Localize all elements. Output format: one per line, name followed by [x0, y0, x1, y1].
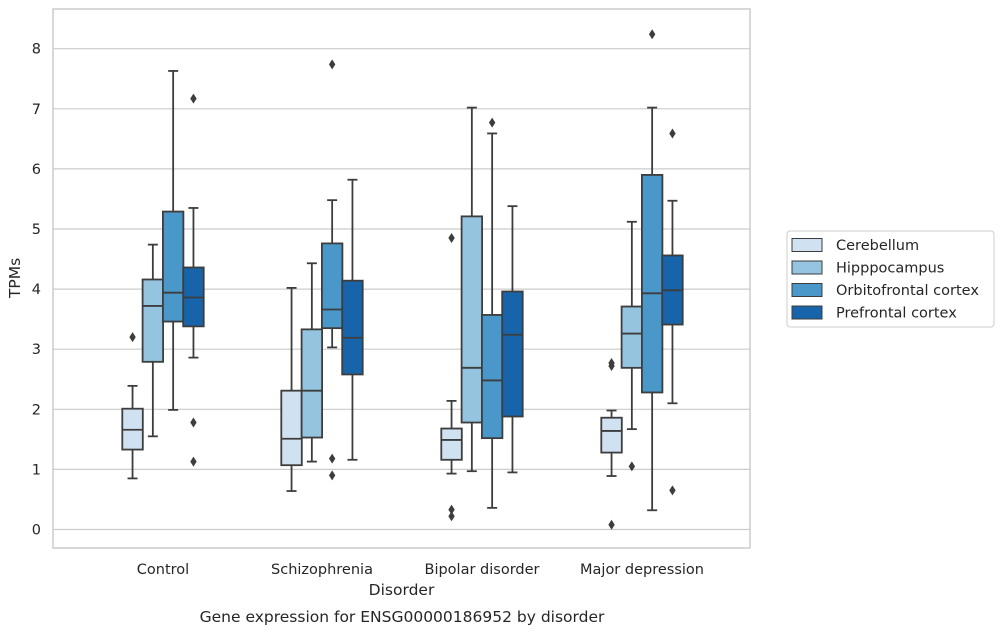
y-tick-label: 0	[32, 523, 41, 539]
outlier-point	[129, 332, 136, 343]
legend-swatch	[791, 260, 823, 275]
legend-label: Cerebellum	[836, 238, 919, 254]
y-tick-label: 5	[32, 222, 41, 238]
y-axis-ticks: 0 1 2 3 4 5 6 7 8	[32, 42, 41, 539]
outlier-point	[608, 519, 615, 530]
box	[600, 358, 623, 530]
box-group	[121, 29, 684, 530]
legend-swatch	[791, 283, 823, 297]
y-axis-label: TPMs	[6, 258, 24, 299]
x-axis-ticks: Control Schizophrenia Bipolar disorder Majo…	[137, 562, 704, 578]
y-tick-label: 3	[32, 342, 41, 358]
outlier-point	[328, 59, 336, 70]
box	[341, 178, 364, 461]
y-tick-label: 2	[32, 402, 41, 418]
outlier-point	[190, 417, 197, 428]
legend-swatch	[791, 238, 823, 252]
y-tick-label: 8	[32, 42, 41, 58]
x-tick-label: Major depression	[580, 562, 704, 578]
outlier-point	[448, 511, 455, 522]
y-tick-label: 1	[32, 462, 41, 478]
box-body	[600, 416, 623, 454]
x-axis-label: Disorder	[369, 581, 435, 599]
box	[300, 262, 324, 463]
outlier-point	[669, 485, 676, 496]
legend-frame	[786, 230, 995, 328]
y-tick-label: 4	[32, 282, 41, 298]
box-body	[440, 427, 463, 461]
box	[641, 29, 664, 512]
y-tick-label: 7	[32, 102, 41, 118]
box-body	[501, 290, 524, 418]
box	[440, 233, 463, 522]
box-body	[280, 389, 303, 467]
outlier-point	[190, 456, 197, 467]
box-body	[480, 314, 504, 440]
legend-swatch	[791, 305, 823, 320]
x-tick-label: Bipolar disorder	[425, 562, 540, 578]
box-body	[141, 278, 165, 363]
box	[620, 220, 643, 472]
outlier-point	[448, 504, 455, 515]
legend-label: Hipppocampus	[836, 261, 944, 277]
box-body	[620, 305, 643, 369]
legend-label: Prefrontal cortex	[836, 306, 957, 322]
chart-caption: Gene expression for ENSG00000186952 by d…	[200, 608, 605, 626]
legend: Cerebellum Hipppocampus Orbitofrontal cort…	[786, 230, 995, 328]
outlier-point	[448, 233, 455, 244]
box-body	[641, 174, 664, 394]
x-tick-label: Schizophrenia	[271, 562, 373, 578]
box-body	[460, 215, 484, 424]
box-body	[300, 328, 324, 439]
box	[161, 70, 185, 411]
outlier-point	[628, 461, 636, 472]
outlier-point	[608, 361, 615, 372]
box	[661, 128, 684, 496]
outlier-point	[328, 470, 336, 481]
box-body	[320, 242, 344, 330]
box	[141, 243, 165, 438]
box	[501, 205, 524, 474]
legend-label: Orbitofrontal cortex	[836, 283, 979, 299]
x-tick-label: Control	[137, 562, 189, 578]
box	[320, 59, 344, 481]
box	[280, 286, 303, 492]
box-body	[341, 279, 364, 376]
plot-frame	[52, 8, 751, 549]
box	[121, 332, 144, 480]
outlier-point	[190, 93, 197, 104]
outlier-point	[648, 29, 656, 40]
outlier-point	[328, 453, 336, 464]
outlier-point	[488, 117, 496, 128]
box-body	[161, 210, 185, 323]
box	[182, 93, 205, 467]
outlier-point	[669, 128, 676, 139]
y-tick-label: 6	[32, 162, 41, 178]
